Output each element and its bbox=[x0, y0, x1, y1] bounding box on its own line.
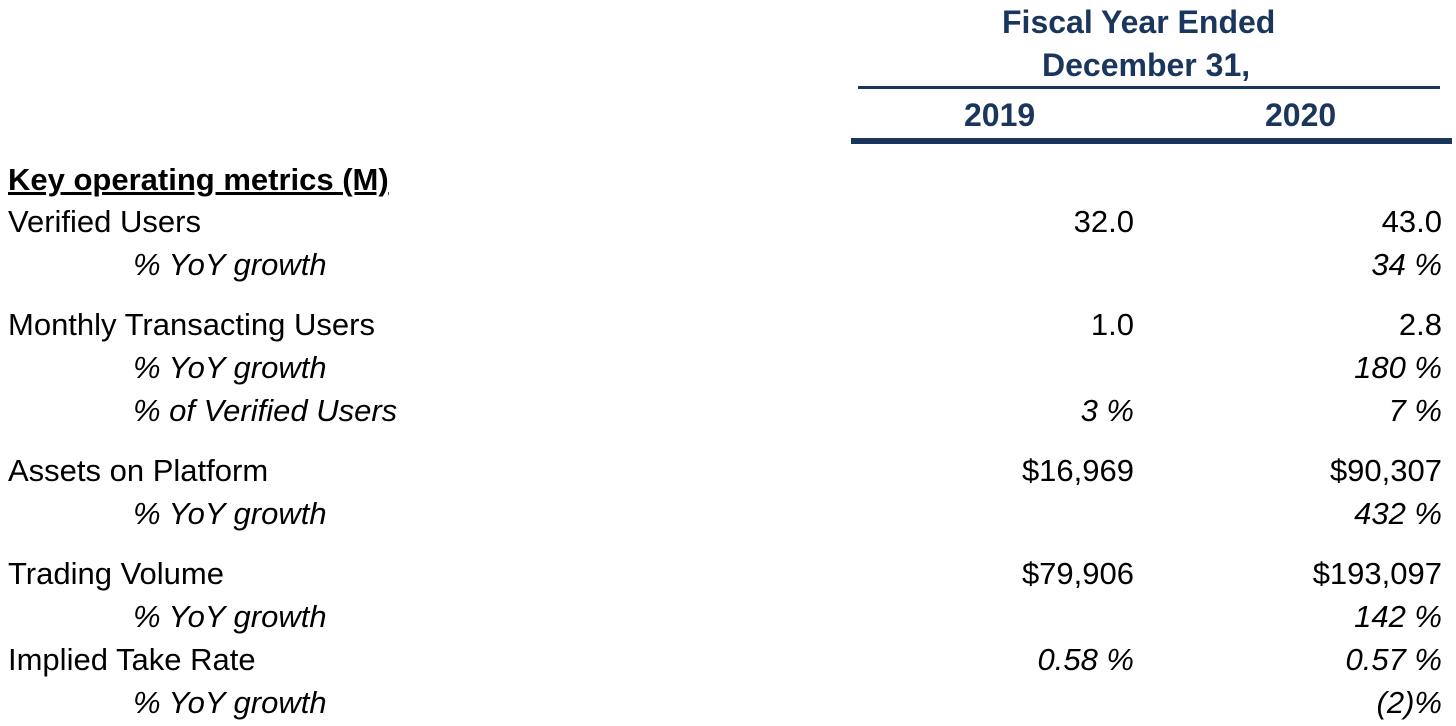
row-value-2020-mtu-yoy: 180 % bbox=[1354, 350, 1442, 385]
header-rule-thick bbox=[851, 138, 1452, 144]
row-label-monthly-transacting-users: Monthly Transacting Users bbox=[8, 307, 375, 342]
row-value-2019-verified-users: 32.0 bbox=[1073, 204, 1134, 239]
year-2020-header: 2020 bbox=[1265, 97, 1337, 133]
row-label-take-rate-yoy: % YoY growth bbox=[133, 685, 327, 720]
row-value-2020-assets-yoy: 432 % bbox=[1354, 496, 1442, 531]
row-label-trading-volume: Trading Volume bbox=[8, 556, 224, 591]
row-label-trading-volume-yoy: % YoY growth bbox=[133, 599, 327, 634]
row-value-2020-trading-volume-yoy: 142 % bbox=[1354, 599, 1442, 634]
row-value-2020-pct-verified-users: 7 % bbox=[1388, 393, 1442, 428]
row-value-2020-take-rate-yoy: (2)% bbox=[1376, 685, 1442, 720]
row-value-2020-verified-users-yoy: 34 % bbox=[1371, 247, 1442, 282]
header-rule-thin bbox=[858, 86, 1440, 89]
row-value-2019-trading-volume: $79,906 bbox=[1021, 556, 1134, 591]
row-value-2019-monthly-transacting-users: 1.0 bbox=[1090, 307, 1134, 342]
header-line-2: December 31, bbox=[1042, 47, 1251, 83]
row-label-pct-verified-users: % of Verified Users bbox=[133, 393, 398, 428]
row-label-assets-on-platform: Assets on Platform bbox=[8, 453, 269, 488]
row-label-assets-yoy: % YoY growth bbox=[133, 496, 327, 531]
row-value-2020-trading-volume: $193,097 bbox=[1312, 556, 1442, 591]
section-title: Key operating metrics (M) bbox=[8, 162, 389, 197]
row-label-verified-users-yoy: % YoY growth bbox=[133, 247, 327, 282]
row-value-2019-assets-on-platform: $16,969 bbox=[1021, 453, 1134, 488]
row-label-implied-take-rate: Implied Take Rate bbox=[8, 642, 256, 677]
row-value-2020-verified-users: 43.0 bbox=[1381, 204, 1442, 239]
row-value-2020-assets-on-platform: $90,307 bbox=[1329, 453, 1442, 488]
row-value-2020-implied-take-rate: 0.57 % bbox=[1345, 642, 1442, 677]
header-line-1: Fiscal Year Ended bbox=[1002, 4, 1276, 40]
row-value-2020-monthly-transacting-users: 2.8 bbox=[1398, 307, 1442, 342]
row-label-mtu-yoy: % YoY growth bbox=[133, 350, 327, 385]
row-value-2019-pct-verified-users: 3 % bbox=[1080, 393, 1134, 428]
year-2019-header: 2019 bbox=[964, 97, 1036, 133]
row-value-2019-implied-take-rate: 0.58 % bbox=[1037, 642, 1134, 677]
row-label-verified-users: Verified Users bbox=[8, 204, 201, 239]
